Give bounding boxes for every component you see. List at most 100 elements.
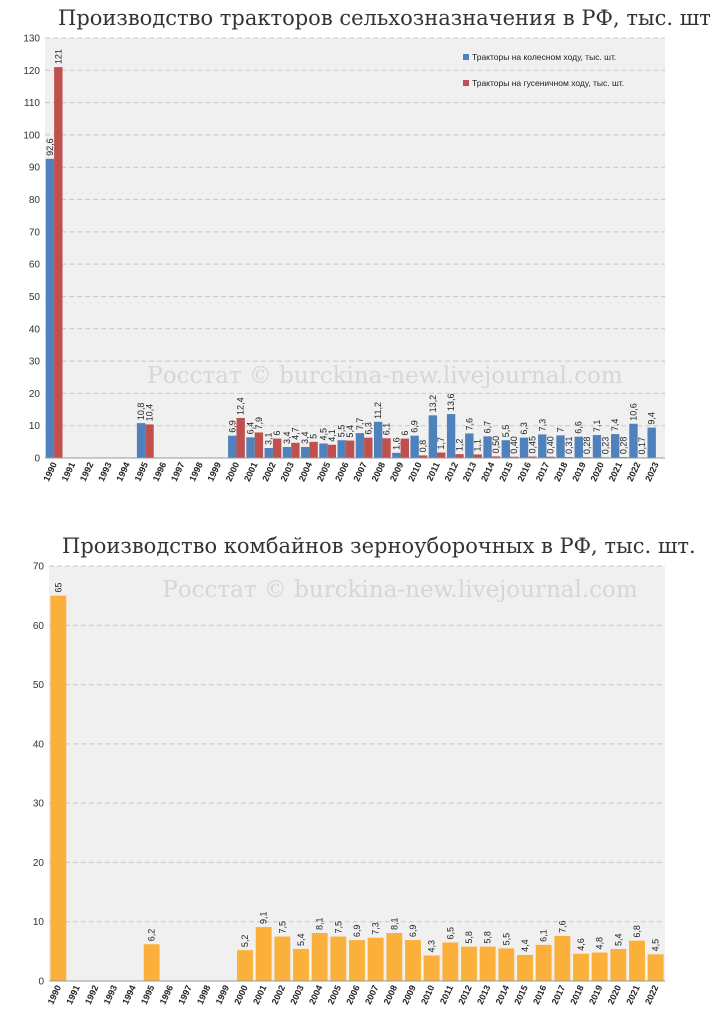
tractors-bar xyxy=(455,454,464,458)
tractors-data-label: 6,9 xyxy=(227,420,237,433)
harvesters-bar xyxy=(405,940,421,981)
harvesters-bar xyxy=(535,944,552,981)
harvesters-x-tick-label: 2018 xyxy=(568,984,586,1006)
harvesters-x-tick-label: 1994 xyxy=(120,984,138,1006)
harvesters-x-tick-label: 1991 xyxy=(64,984,82,1006)
harvesters-data-label: 5,4 xyxy=(296,933,306,946)
tractors-x-tick-label: 1991 xyxy=(60,461,78,483)
tractors-x-tick-label: 1996 xyxy=(151,461,169,483)
harvesters-x-tick-label: 2012 xyxy=(456,984,474,1006)
tractors-data-label: 1,7 xyxy=(436,437,446,450)
tractors-x-tick-label: 2006 xyxy=(333,461,351,483)
harvesters-bar xyxy=(647,954,664,981)
tractors-data-label: 1,1 xyxy=(473,439,483,452)
tractors-bar xyxy=(592,435,602,458)
harvesters-bar xyxy=(330,936,347,981)
tractors-data-label: 0,40 xyxy=(546,436,556,454)
harvesters-data-label: 7,3 xyxy=(371,922,381,935)
tractors-data-label: 4,5 xyxy=(318,428,328,441)
tractors-data-label: 6 xyxy=(272,431,282,436)
harvesters-bar xyxy=(143,944,160,981)
tractors-x-tick-label: 2020 xyxy=(588,461,606,483)
harvesters-x-tick-label: 1992 xyxy=(83,984,101,1006)
tractors-bar xyxy=(136,423,146,458)
tractors-data-label: 7,7 xyxy=(355,418,365,431)
harvesters-bar xyxy=(237,950,253,981)
tractors-y-tick-label: 50 xyxy=(29,292,41,303)
harvesters-bar xyxy=(349,940,365,981)
harvesters-x-tick-label: 2017 xyxy=(550,984,568,1006)
tractors-x-tick-label: 1999 xyxy=(206,461,224,483)
tractors-plot-area xyxy=(45,38,665,458)
tractors-x-tick-label: 2007 xyxy=(351,461,369,483)
tractors-data-label: 6,3 xyxy=(519,422,529,435)
harvesters-chart-title: Производство комбайнов зерноуборочных в … xyxy=(62,534,696,558)
tractors-x-tick-label: 2017 xyxy=(534,461,552,483)
tractors-data-label: 3,1 xyxy=(264,432,274,445)
tractors-chart: 0 10 20 30 40 50 60 70 80 90 100 110 120 130 Росстат ©… xyxy=(23,34,665,483)
harvesters-x-tick-label: 2021 xyxy=(624,984,642,1006)
tractors-bar xyxy=(428,415,438,458)
tractors-data-label: 7,6 xyxy=(464,418,474,431)
harvesters-bar xyxy=(311,932,328,981)
tractors-bar xyxy=(446,414,456,458)
harvesters-bar xyxy=(423,955,440,981)
tractors-data-label: 6,4 xyxy=(246,422,256,435)
harvesters-x-tick-label: 1997 xyxy=(176,984,194,1006)
tractors-x-tick-label: 2002 xyxy=(260,461,278,483)
tractors-legend-label: Тракторы на колесном ходу, тыс. шт. xyxy=(472,52,616,62)
harvesters-x-tick-label: 2020 xyxy=(606,984,624,1006)
harvesters-bar xyxy=(50,595,67,981)
tractors-bar xyxy=(556,435,565,458)
tractors-data-label: 7,9 xyxy=(254,417,264,430)
tractors-bar xyxy=(501,440,510,458)
harvesters-bar xyxy=(573,953,589,981)
tractors-y-tick-label: 100 xyxy=(23,130,40,141)
tractors-bar xyxy=(546,456,555,458)
harvesters-x-tick-label: 2014 xyxy=(494,984,512,1006)
harvesters-bar xyxy=(629,940,645,981)
tractors-x-tick-label: 2015 xyxy=(497,461,515,483)
harvesters-x-tick-label: 2010 xyxy=(419,984,437,1006)
tractors-x-tick-label: 2012 xyxy=(443,461,461,483)
tractors-data-label: 13,2 xyxy=(428,395,438,413)
tractors-bar xyxy=(54,67,63,459)
tractors-data-label: 10,8 xyxy=(136,403,146,421)
harvesters-data-label: 4,3 xyxy=(427,940,437,953)
tractors-x-tick-label: 2023 xyxy=(643,461,661,483)
harvesters-x-tick-label: 2004 xyxy=(307,984,325,1006)
harvesters-data-label: 6,2 xyxy=(147,929,157,942)
harvesters-x-tick-label: 2013 xyxy=(475,984,493,1006)
tractors-bar xyxy=(345,440,355,458)
tractors-data-label: 7,1 xyxy=(592,420,602,433)
tractors-bar xyxy=(301,447,310,458)
tractors-data-label: 1,6 xyxy=(391,437,401,450)
harvesters-bar xyxy=(554,935,571,981)
tractors-x-tick-label: 1993 xyxy=(96,461,114,483)
harvesters-watermark: Росстат © burckina-new.livejournal.com xyxy=(162,577,638,603)
tractors-bar xyxy=(319,443,328,458)
harvesters-x-tick-label: 2008 xyxy=(382,984,400,1006)
tractors-y-tick-label: 20 xyxy=(29,389,41,400)
tractors-y-tick-label: 110 xyxy=(24,98,40,109)
tractors-bar xyxy=(418,455,428,458)
tractors-y-tick-label: 80 xyxy=(29,195,41,206)
harvesters-bar xyxy=(517,954,533,981)
harvesters-data-label: 5,4 xyxy=(613,933,623,946)
harvesters-y-tick-label: 0 xyxy=(38,977,44,988)
harvesters-data-label: 5,8 xyxy=(483,931,493,944)
tractors-bar xyxy=(410,435,419,458)
tractors-y-tick-label: 10 xyxy=(29,421,41,432)
tractors-y-tick-label: 40 xyxy=(29,324,41,335)
harvesters-data-label: 7,5 xyxy=(333,921,343,934)
tractors-data-label: 7,4 xyxy=(610,419,620,432)
tractors-data-label: 6 xyxy=(400,431,410,436)
tractors-data-label: 0,28 xyxy=(582,437,592,455)
tractors-bar xyxy=(364,437,373,458)
harvesters-data-label: 5,5 xyxy=(501,933,511,946)
tractors-x-tick-label: 2003 xyxy=(278,461,296,483)
tractors-x-tick-label: 2009 xyxy=(388,461,406,483)
harvesters-data-label: 6,8 xyxy=(632,925,642,938)
tractors-data-label: 92,6 xyxy=(45,138,55,156)
tractors-data-label: 3,4 xyxy=(300,431,310,444)
